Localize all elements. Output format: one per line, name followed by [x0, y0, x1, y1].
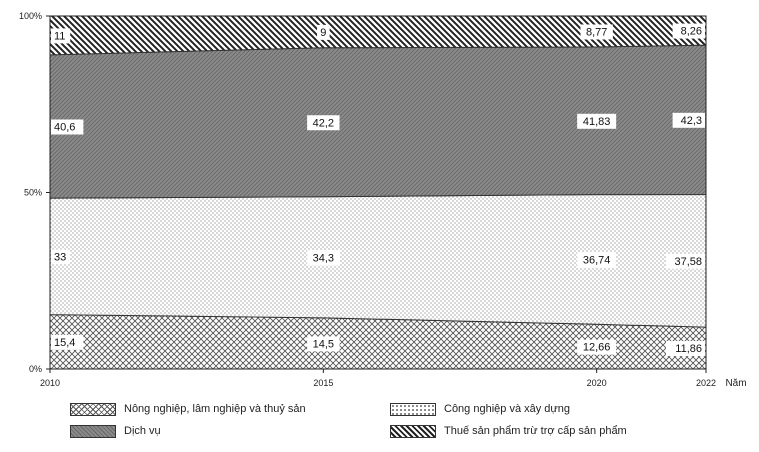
value-label-tax: 8,77 — [586, 26, 607, 38]
legend-item-tax: Thuế sản phẩm trừ trợ cấp sản phẩm — [390, 420, 710, 442]
legend-swatch-agriculture — [70, 402, 116, 416]
value-label-bg — [666, 253, 705, 269]
legend-item-industry: Công nghiệp và xây dựng — [390, 398, 710, 420]
value-label-tax: 9 — [320, 27, 326, 39]
x-tick-label: 2015 — [313, 378, 333, 388]
value-label-agriculture: 14,5 — [313, 338, 334, 350]
value-label-bg — [307, 336, 340, 352]
x-tick-label: 2020 — [587, 378, 607, 388]
y-tick-label: 50% — [24, 188, 42, 198]
value-label-services: 42,2 — [313, 117, 334, 129]
value-label-tax: 11 — [54, 30, 65, 42]
value-label-industry: 37,58 — [674, 256, 702, 268]
y-tick-label: 0% — [29, 364, 42, 374]
value-label-industry: 33 — [54, 251, 66, 263]
value-label-bg — [51, 334, 84, 350]
value-label-industry: 34,3 — [313, 252, 334, 264]
value-label-bg — [307, 115, 340, 131]
value-label-services: 40,6 — [54, 121, 75, 133]
value-label-bg — [672, 23, 705, 39]
value-label-bg — [666, 341, 705, 357]
value-label-industry: 36,74 — [583, 254, 611, 266]
value-label-bg — [51, 119, 84, 135]
value-label-bg — [317, 24, 330, 40]
legend-item-services: Dịch vụ — [70, 420, 390, 442]
legend-swatch-tax — [390, 424, 436, 438]
value-label-agriculture: 15,4 — [54, 337, 75, 349]
x-axis-label: Năm — [725, 378, 746, 389]
legend-label-tax: Thuế sản phẩm trừ trợ cấp sản phẩm — [444, 425, 627, 437]
value-label-bg — [672, 112, 705, 128]
value-label-bg — [580, 24, 613, 40]
value-label-bg — [577, 252, 617, 268]
legend-swatch-industry — [390, 402, 436, 416]
value-label-agriculture: 12,66 — [583, 342, 611, 354]
value-label-tax: 8,26 — [681, 26, 702, 38]
legend-item-agriculture: Nông nghiệp, lâm nghiệp và thuỷ sản — [70, 398, 390, 420]
value-label-bg — [51, 28, 71, 44]
y-tick-label: 100% — [19, 11, 42, 21]
value-label-bg — [51, 249, 71, 265]
value-label-bg — [307, 250, 340, 266]
value-label-services: 42,3 — [681, 115, 702, 127]
x-tick-label: 2022 — [696, 378, 716, 388]
value-label-agriculture: 11,86 — [675, 343, 702, 355]
legend-swatch-services — [70, 424, 116, 438]
value-label-services: 41,83 — [583, 116, 611, 128]
legend-label-services: Dịch vụ — [124, 425, 161, 437]
x-tick-label: 2010 — [40, 378, 60, 388]
value-label-bg — [577, 339, 617, 355]
legend: Nông nghiệp, lâm nghiệp và thuỷ sản Công… — [70, 398, 710, 444]
legend-label-agriculture: Nông nghiệp, lâm nghiệp và thuỷ sản — [124, 403, 306, 415]
legend-label-industry: Công nghiệp và xây dựng — [444, 403, 571, 415]
value-label-bg — [577, 113, 617, 129]
